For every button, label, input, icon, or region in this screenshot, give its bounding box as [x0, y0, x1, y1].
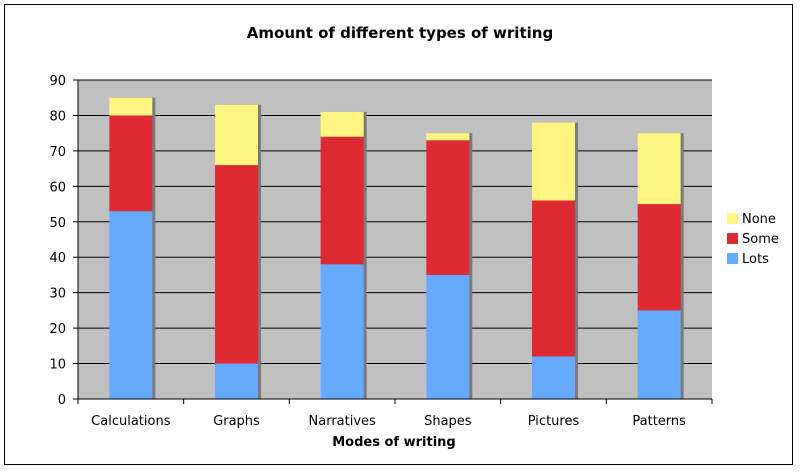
legend-swatch-lots — [727, 253, 738, 264]
bar-segment-lots-pictures — [532, 356, 575, 399]
y-tick-label: 40 — [49, 251, 66, 266]
chart-title: Amount of different types of writing — [247, 24, 553, 42]
bar-segment-none-pictures — [532, 122, 575, 201]
bar-segment-lots-graphs — [215, 363, 258, 399]
y-tick-label: 60 — [49, 180, 66, 195]
x-axis-label: Modes of writing — [332, 435, 455, 450]
y-tick-label: 0 — [58, 393, 66, 408]
bar-segment-none-calculations — [109, 97, 153, 116]
gridlines — [78, 79, 712, 365]
bar-segment-some-calculations — [109, 115, 153, 212]
legend-swatch-none — [727, 213, 738, 224]
bar-segment-none-patterns — [637, 133, 681, 205]
bar-segment-lots-patterns — [637, 310, 681, 399]
y-tick-label: 70 — [49, 145, 66, 160]
y-tick-label: 20 — [49, 322, 66, 337]
bar-segment-lots-narratives — [320, 264, 364, 399]
bar-segment-lots-calculations — [109, 211, 153, 399]
bar-segment-some-patterns — [637, 204, 681, 311]
x-tick-label: Narratives — [309, 414, 377, 429]
bars — [109, 97, 684, 400]
bar-segment-some-shapes — [426, 140, 470, 275]
y-tick-label: 30 — [49, 287, 66, 302]
legend-label-some: Some — [742, 232, 779, 247]
bar-segment-none-graphs — [215, 104, 258, 166]
bar-segment-some-narratives — [320, 136, 364, 265]
legend-swatch-some — [727, 233, 738, 244]
legend-label-none: None — [742, 212, 776, 227]
plot-area — [78, 79, 712, 399]
bar-segment-none-shapes — [426, 133, 470, 141]
x-tick-label: Calculations — [91, 414, 171, 429]
plot-background — [78, 80, 712, 399]
x-axis-ticks: Calculations Graphs Narratives Shapes Pictur… — [77, 399, 713, 429]
x-tick-label: Patterns — [632, 414, 686, 429]
bar-segment-lots-shapes — [426, 274, 470, 399]
legend-label-lots: Lots — [742, 252, 769, 267]
y-tick-label: 80 — [49, 109, 66, 124]
bar-segment-some-pictures — [532, 200, 575, 357]
x-tick-label: Shapes — [424, 414, 472, 429]
y-axis-ticks: 0 10 20 30 40 50 60 70 80 90 — [49, 74, 78, 408]
bar-segment-some-graphs — [215, 165, 258, 364]
y-tick-label: 10 — [49, 358, 66, 373]
legend: None Some Lots — [727, 212, 779, 267]
x-tick-label: Pictures — [528, 414, 580, 429]
y-tick-label: 50 — [49, 216, 66, 231]
bar-segment-none-narratives — [320, 111, 364, 137]
x-tick-label: Graphs — [213, 414, 260, 429]
y-tick-label: 90 — [49, 74, 66, 89]
